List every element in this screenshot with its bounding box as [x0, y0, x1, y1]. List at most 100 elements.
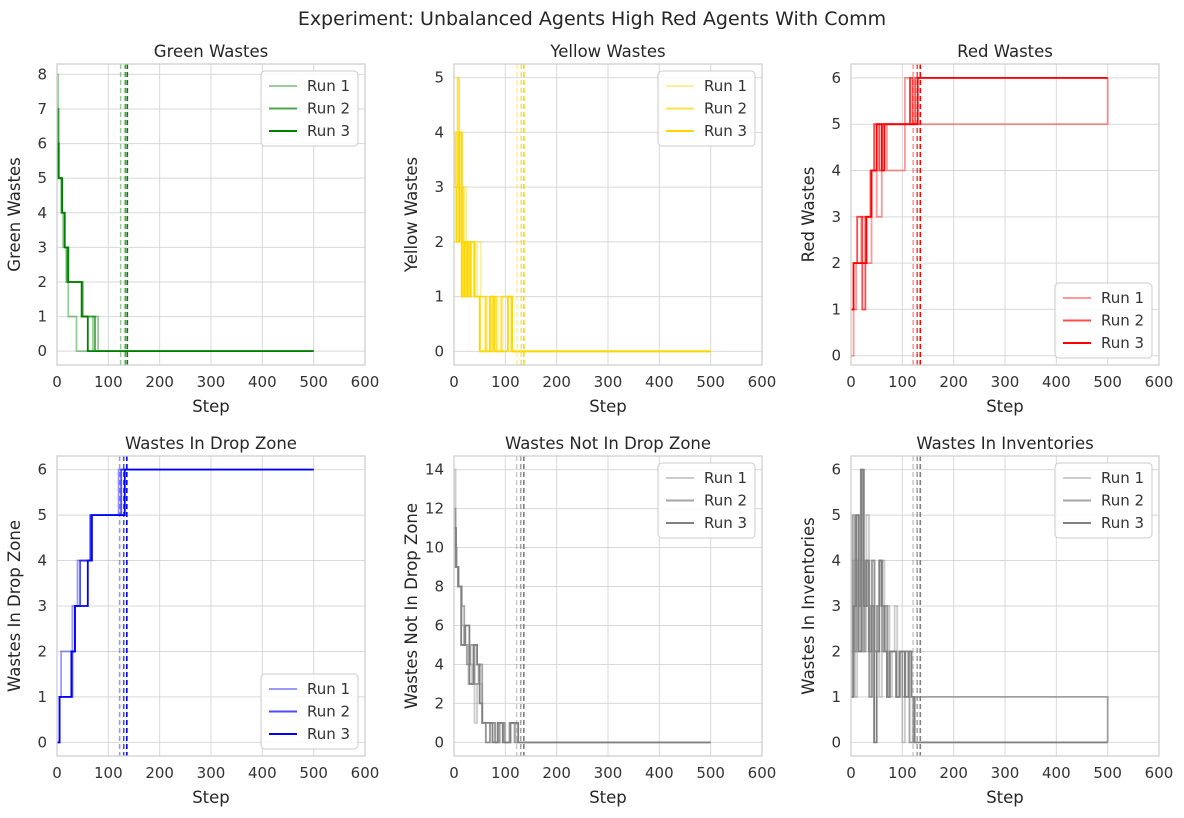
- x-axis-label: Step: [986, 788, 1024, 807]
- x-tick-label: 0: [449, 764, 459, 782]
- legend: Run 1 Run 2 Run 3: [1054, 462, 1153, 539]
- x-tick-label: 400: [1042, 764, 1071, 782]
- legend-label: Run 3: [307, 725, 350, 743]
- x-tick-label: 100: [94, 373, 123, 391]
- legend-label: Run 2: [1101, 492, 1144, 510]
- y-tick-label: 3: [831, 208, 841, 226]
- y-tick-label: 8: [434, 578, 444, 596]
- x-tick-label: 500: [696, 764, 725, 782]
- legend-label: Run 1: [307, 77, 350, 95]
- legend-box: [260, 673, 359, 750]
- legend-label: Run 3: [704, 122, 747, 140]
- x-tick-label: 500: [1093, 373, 1122, 391]
- x-tick-label: 600: [748, 764, 777, 782]
- y-tick-label: 4: [37, 552, 47, 570]
- y-tick-label: 6: [37, 461, 47, 479]
- y-tick-label: 7: [37, 100, 47, 118]
- y-tick-label: 12: [425, 500, 444, 518]
- legend: Run 1 Run 2 Run 3: [1054, 282, 1153, 359]
- y-axis-label: Red Wastes: [799, 167, 818, 263]
- x-tick-label: 300: [991, 373, 1020, 391]
- y-tick-label: 4: [434, 655, 444, 673]
- x-tick-label: 200: [939, 373, 968, 391]
- x-tick-label: 500: [299, 373, 328, 391]
- subplot-title: Wastes In Inventories: [916, 434, 1093, 453]
- y-tick-label: 1: [434, 288, 444, 306]
- y-tick-label: 6: [831, 461, 841, 479]
- subplot-1: 0 100 200 300 400 500 600 0 1 2 3 4 5 Yellow Wastes St…: [402, 42, 776, 416]
- y-tick-label: 5: [831, 115, 841, 133]
- y-tick-label: 8: [37, 65, 47, 83]
- legend-label: Run 1: [307, 680, 350, 698]
- x-tick-label: 0: [52, 764, 62, 782]
- x-axis-label: Step: [986, 397, 1024, 416]
- y-tick-label: 14: [425, 461, 444, 479]
- y-tick-label: 4: [831, 162, 841, 180]
- series-line-run-3: [851, 468, 1108, 744]
- subplot-2: 0 100 200 300 400 500 600 0 1 2 3 4 5 6 Red Wastes Step…: [799, 42, 1173, 416]
- x-axis-label: Step: [192, 788, 230, 807]
- plot-frame: [56, 63, 366, 366]
- plot-frame: [850, 63, 1160, 366]
- x-tick-label: 0: [52, 373, 62, 391]
- figure-title: Experiment: Unbalanced Agents High Red A…: [298, 8, 886, 30]
- subplot-title: Wastes Not In Drop Zone: [505, 434, 711, 453]
- y-axis-label: Wastes In Drop Zone: [5, 520, 24, 692]
- y-axis-label: Green Wastes: [5, 157, 24, 271]
- x-tick-label: 300: [594, 373, 623, 391]
- y-tick-label: 2: [831, 254, 841, 272]
- subplot-title: Red Wastes: [957, 42, 1053, 61]
- legend-label: Run 3: [307, 122, 350, 140]
- x-tick-label: 300: [991, 764, 1020, 782]
- subplot-3: 0 100 200 300 400 500 600 0 1 2 3 4 5 6 Wastes In Drop…: [5, 434, 379, 807]
- legend-label: Run 2: [307, 100, 350, 118]
- x-axis-label: Step: [589, 397, 627, 416]
- legend-label: Run 2: [307, 703, 350, 721]
- legend-label: Run 2: [1101, 312, 1144, 330]
- y-tick-label: 1: [37, 308, 47, 326]
- x-tick-label: 200: [542, 764, 571, 782]
- legend: Run 1 Run 2 Run 3: [260, 673, 359, 750]
- legend-label: Run 3: [1101, 514, 1144, 532]
- x-axis-label: Step: [192, 397, 230, 416]
- plot-frame: [56, 455, 366, 757]
- legend-box: [1054, 282, 1153, 359]
- series-line-run-3: [454, 527, 711, 744]
- x-tick-label: 600: [1145, 764, 1174, 782]
- y-tick-label: 6: [434, 616, 444, 634]
- y-tick-label: 4: [831, 552, 841, 570]
- plot-frame: [453, 455, 763, 757]
- y-tick-label: 1: [831, 688, 841, 706]
- y-tick-label: 1: [831, 300, 841, 318]
- x-tick-label: 200: [542, 373, 571, 391]
- y-tick-label: 2: [434, 694, 444, 712]
- y-tick-label: 2: [831, 642, 841, 660]
- y-tick-label: 1: [37, 688, 47, 706]
- y-tick-label: 0: [831, 733, 841, 751]
- legend: Run 1 Run 2 Run 3: [260, 70, 359, 147]
- series-line-run-1: [454, 468, 711, 744]
- x-tick-label: 400: [1042, 373, 1071, 391]
- y-tick-label: 5: [831, 506, 841, 524]
- legend-label: Run 3: [704, 514, 747, 532]
- x-tick-label: 600: [351, 373, 380, 391]
- x-tick-label: 500: [696, 373, 725, 391]
- subplot-title: Wastes In Drop Zone: [125, 434, 297, 453]
- x-tick-label: 500: [299, 764, 328, 782]
- x-tick-label: 200: [939, 764, 968, 782]
- subplot-title: Green Wastes: [154, 42, 268, 61]
- y-tick-label: 3: [37, 597, 47, 615]
- legend-label: Run 1: [704, 77, 747, 95]
- y-axis-label: Wastes Not In Drop Zone: [402, 503, 421, 709]
- y-tick-label: 0: [434, 342, 444, 360]
- x-tick-label: 300: [197, 764, 226, 782]
- legend-box: [657, 70, 756, 147]
- y-tick-label: 2: [37, 642, 47, 660]
- series-line-run-3: [851, 76, 1108, 311]
- x-tick-label: 600: [351, 764, 380, 782]
- legend-label: Run 1: [704, 469, 747, 487]
- y-tick-label: 5: [434, 69, 444, 87]
- x-tick-label: 100: [888, 764, 917, 782]
- y-tick-label: 0: [37, 733, 47, 751]
